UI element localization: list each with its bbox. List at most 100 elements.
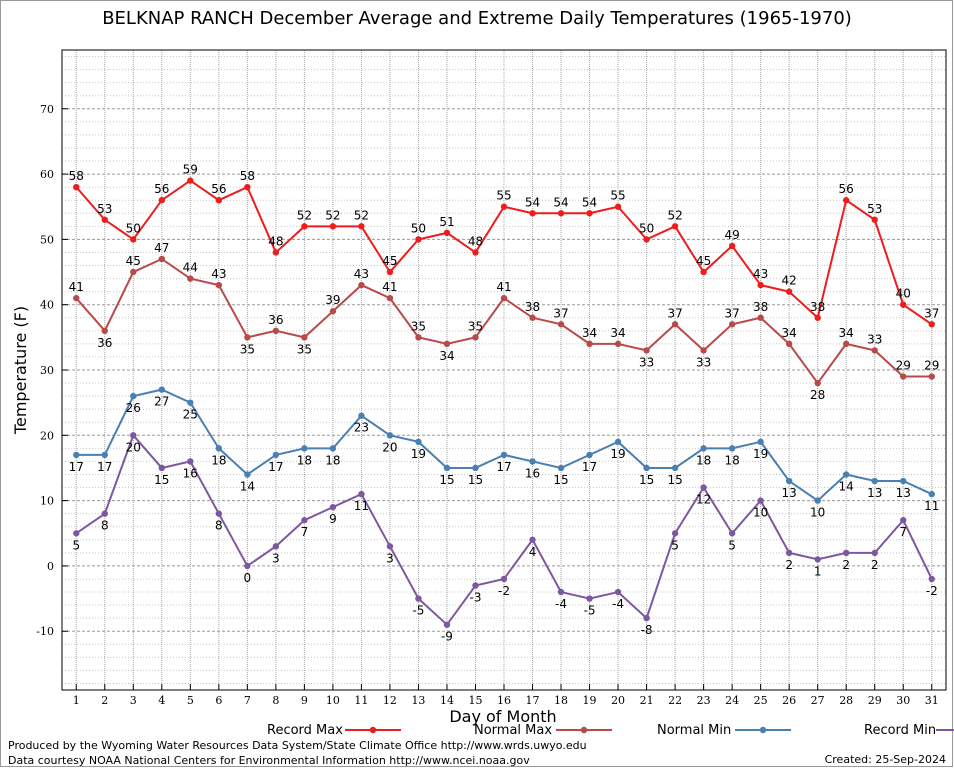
data-point <box>329 223 337 230</box>
x-tick-label: 18 <box>554 694 568 707</box>
data-point <box>928 490 935 498</box>
footer-line-2: Data courtesy NOAA National Centers for … <box>8 754 530 767</box>
x-tick-label: 14 <box>440 694 454 707</box>
data-label: 47 <box>154 241 169 255</box>
data-label: 2 <box>785 558 793 572</box>
x-tick-label: 3 <box>130 694 137 707</box>
data-label: 15 <box>667 473 682 487</box>
y-tick-label: 40 <box>40 299 54 312</box>
data-label: -9 <box>441 630 453 644</box>
data-label: 54 <box>525 195 540 209</box>
data-label: 34 <box>610 326 625 340</box>
data-point <box>928 321 935 328</box>
data-point <box>358 223 365 230</box>
data-label: 52 <box>297 208 312 222</box>
data-point <box>871 477 878 485</box>
data-label: 42 <box>782 274 797 288</box>
legend-label: Normal Max <box>474 723 552 738</box>
data-label: 37 <box>924 306 939 320</box>
data-label: 10 <box>810 506 825 520</box>
x-tick-label: 27 <box>811 694 825 707</box>
data-label: 17 <box>268 460 283 474</box>
legend: Record Max Normal Max Normal Min Record Min <box>267 723 954 738</box>
data-point <box>443 229 451 237</box>
data-point <box>671 321 679 328</box>
data-point <box>614 588 622 596</box>
data-label: 17 <box>97 460 112 474</box>
legend-label: Normal Min <box>657 723 731 738</box>
data-label: 15 <box>553 473 568 487</box>
data-point <box>244 471 251 478</box>
data-point <box>500 575 508 583</box>
data-point <box>386 268 394 276</box>
x-tick-label: 26 <box>782 694 796 707</box>
data-point <box>301 334 308 341</box>
data-point <box>472 249 479 256</box>
data-label: 43 <box>753 267 768 281</box>
data-label: 15 <box>439 473 454 487</box>
data-point <box>415 595 422 602</box>
data-point <box>671 530 679 537</box>
data-point <box>472 464 479 472</box>
data-point <box>187 177 194 184</box>
data-label: 50 <box>639 221 654 235</box>
data-point <box>728 242 736 250</box>
data-label: 3 <box>386 551 394 565</box>
data-point <box>386 294 394 302</box>
data-point <box>700 445 707 452</box>
legend-marker <box>369 726 377 734</box>
data-label: 17 <box>69 460 84 474</box>
data-label: 9 <box>329 512 337 526</box>
data-point <box>329 503 337 511</box>
y-tick-label: 20 <box>40 429 54 442</box>
data-label: 4 <box>529 545 537 559</box>
x-tick-label: 15 <box>468 694 482 707</box>
data-label: 5 <box>72 538 80 552</box>
data-point <box>928 373 935 380</box>
data-point <box>443 464 451 472</box>
data-point <box>814 556 821 563</box>
data-label: 19 <box>610 447 625 461</box>
data-point <box>614 203 622 210</box>
data-label: 13 <box>896 486 911 500</box>
data-label: -8 <box>641 623 653 637</box>
data-label: 39 <box>325 293 340 307</box>
x-tick-label: 6 <box>215 694 222 707</box>
data-point <box>301 223 308 230</box>
data-label: 41 <box>496 280 511 294</box>
x-tick-label: 31 <box>925 694 939 707</box>
data-label: 16 <box>525 466 540 480</box>
data-label: 16 <box>183 466 198 480</box>
data-point <box>557 588 565 596</box>
data-label: 36 <box>268 313 283 327</box>
data-label: 17 <box>582 460 597 474</box>
data-label: 18 <box>211 453 226 467</box>
data-point <box>130 432 137 439</box>
legend-marker <box>759 726 767 734</box>
x-tick-label: 21 <box>640 694 654 707</box>
data-label: -5 <box>584 604 596 618</box>
data-label: 55 <box>610 189 625 203</box>
x-tick-label: 10 <box>326 694 340 707</box>
series <box>73 177 935 628</box>
data-label: 18 <box>696 453 711 467</box>
data-label: 34 <box>439 349 454 363</box>
data-label: 0 <box>244 571 252 585</box>
data-point <box>671 223 679 230</box>
data-point <box>358 281 365 289</box>
data-point <box>73 451 80 459</box>
data-label: 51 <box>439 215 454 229</box>
data-label: 56 <box>211 182 226 196</box>
data-point <box>586 340 593 348</box>
x-tick-label: 5 <box>187 694 194 707</box>
data-label: 38 <box>753 300 768 314</box>
data-label: -2 <box>498 584 510 598</box>
data-label: 37 <box>667 306 682 320</box>
data-label: 53 <box>97 202 112 216</box>
x-tick-label: 9 <box>301 694 308 707</box>
x-tick-label: 7 <box>244 694 251 707</box>
data-label: 52 <box>325 208 340 222</box>
data-label: 11 <box>354 499 369 513</box>
data-label: 25 <box>183 408 198 422</box>
data-label: 29 <box>924 359 939 373</box>
